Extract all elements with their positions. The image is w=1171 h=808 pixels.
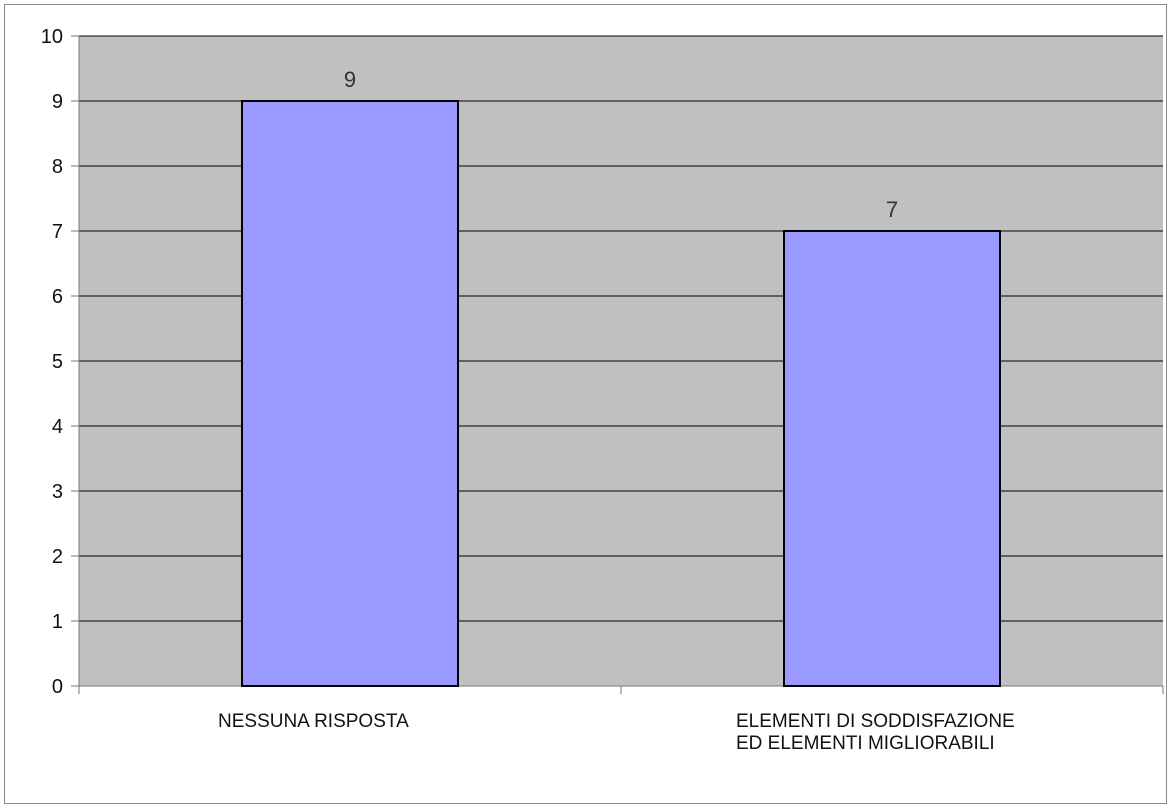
y-tick-label: 0 [52, 676, 63, 698]
y-tick-label: 6 [52, 286, 63, 308]
y-tick-label: 9 [52, 91, 63, 113]
y-tick-label: 4 [52, 416, 63, 438]
y-tick-label: 8 [52, 156, 63, 178]
data-label-2: 7 [886, 197, 898, 222]
y-tick-label: 3 [52, 481, 63, 503]
y-tick-label: 5 [52, 351, 63, 373]
category-label-elementi-di-soddisfazione: ELEMENTI DI SODDISFAZIONE ED ELEMENTI MI… [736, 711, 1015, 754]
bar-1 [241, 100, 459, 687]
data-label-1: 9 [344, 67, 356, 92]
y-tick-label: 10 [41, 26, 63, 48]
y-tick-label: 1 [52, 611, 63, 633]
bar-2 [783, 230, 1001, 687]
category-label-nessuna-risposta: NESSUNA RISPOSTA [218, 711, 409, 732]
y-tick-label: 2 [52, 546, 63, 568]
y-tick-label: 7 [52, 221, 63, 243]
